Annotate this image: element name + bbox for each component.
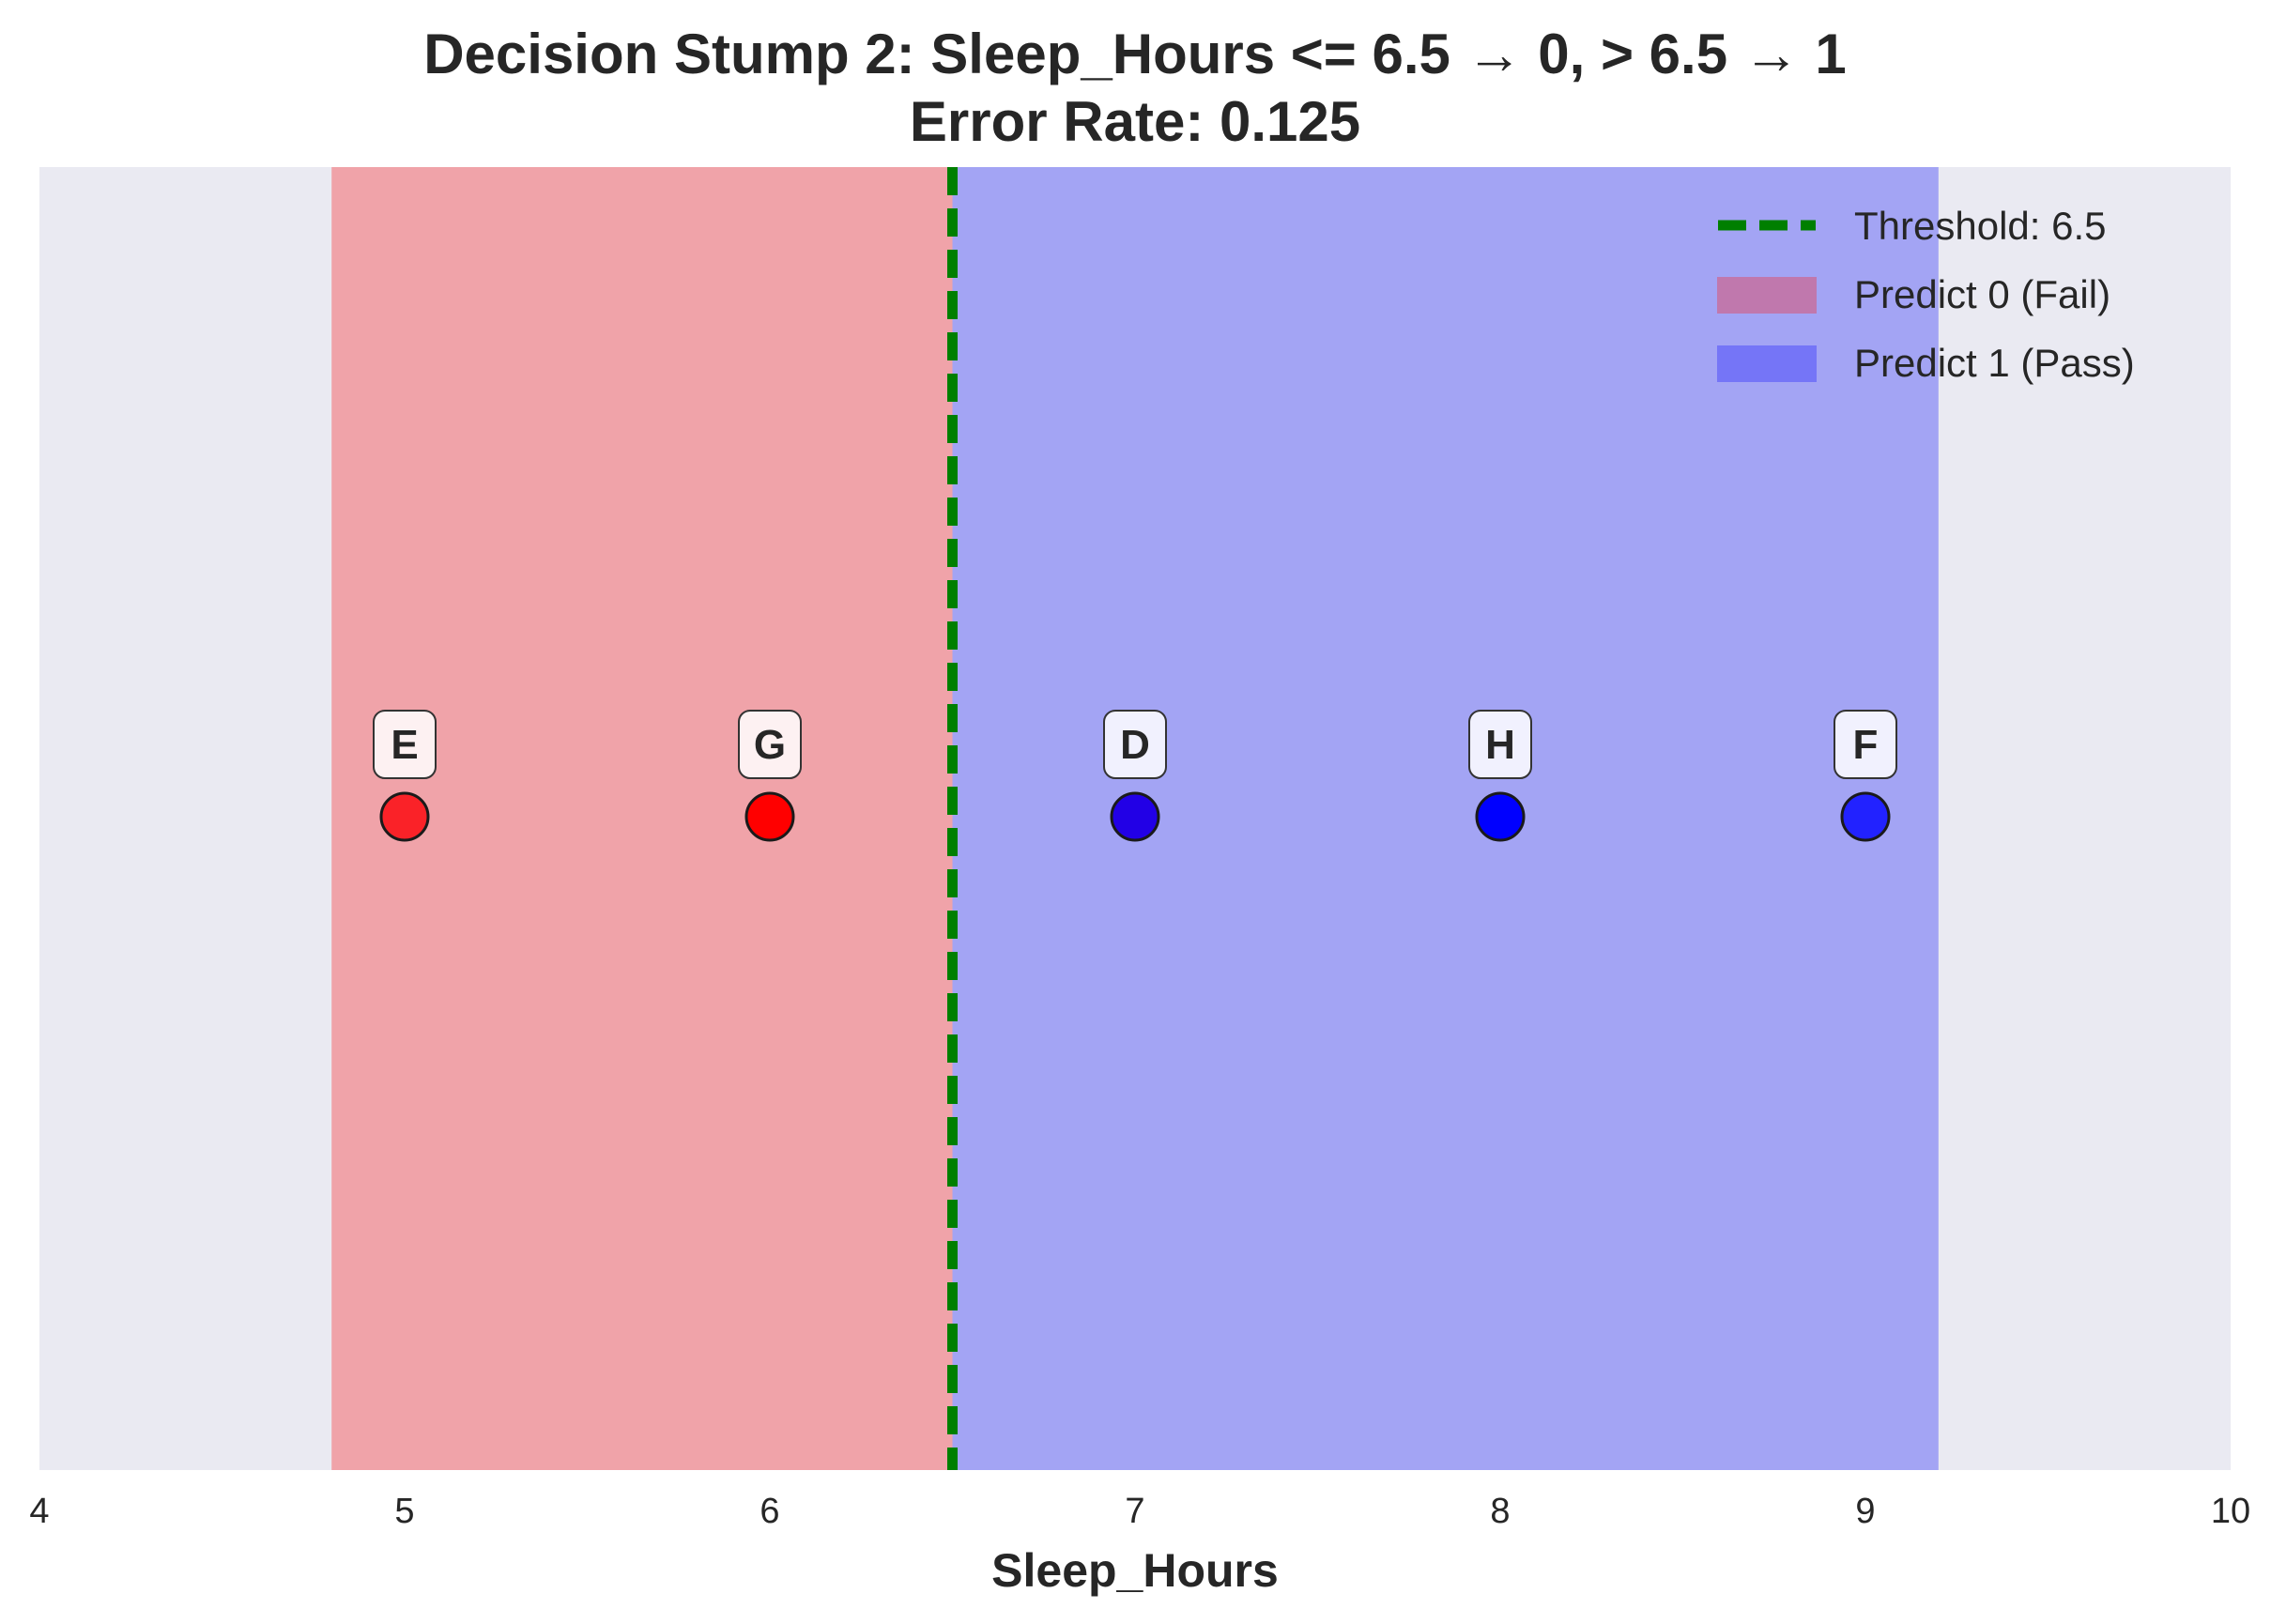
legend-region-swatch — [1717, 345, 1817, 382]
point-F — [1840, 791, 1891, 842]
point-label-box — [738, 710, 802, 779]
x-tick-label: 10 — [2211, 1492, 2250, 1531]
point-label-box — [1834, 710, 1897, 779]
legend-region-label: Predict 1 (Pass) — [1854, 341, 2135, 385]
point-label-box — [373, 710, 437, 779]
x-tick-label: 4 — [29, 1492, 49, 1531]
point-label: F — [1853, 722, 1879, 768]
legend-region-swatch — [1717, 277, 1817, 314]
chart-subtitle: Error Rate: 0.125 — [910, 90, 1360, 153]
point-label: D — [1120, 722, 1150, 768]
x-tick-label: 7 — [1125, 1492, 1144, 1531]
point-D — [1110, 791, 1160, 842]
x-tick-label: 6 — [760, 1492, 779, 1531]
point-label: E — [391, 722, 418, 768]
legend-threshold-label: Threshold: 6.5 — [1854, 204, 2107, 248]
point-label: G — [754, 722, 786, 768]
x-tick-label: 9 — [1855, 1492, 1875, 1531]
x-axis-label: Sleep_Hours — [991, 1544, 1279, 1597]
x-tick-label: 5 — [394, 1492, 414, 1531]
point-label: H — [1485, 722, 1515, 768]
legend: Threshold: 6.5 Predict 0 (Fail) Predict 1 … — [1717, 204, 2135, 385]
point-G — [744, 791, 795, 842]
point-H — [1475, 791, 1526, 842]
point-label-box — [1468, 710, 1532, 779]
legend-region-label: Predict 0 (Fail) — [1854, 272, 2110, 316]
x-axis-ticks: 4 5 6 7 8 9 10 — [29, 1492, 2250, 1531]
point-E — [379, 791, 430, 842]
chart-title: Decision Stump 2: Sleep_Hours <= 6.5 → 0… — [423, 23, 1847, 85]
region-0 — [331, 167, 953, 1470]
point-label-box — [1103, 710, 1167, 779]
x-tick-label: 8 — [1490, 1492, 1510, 1531]
